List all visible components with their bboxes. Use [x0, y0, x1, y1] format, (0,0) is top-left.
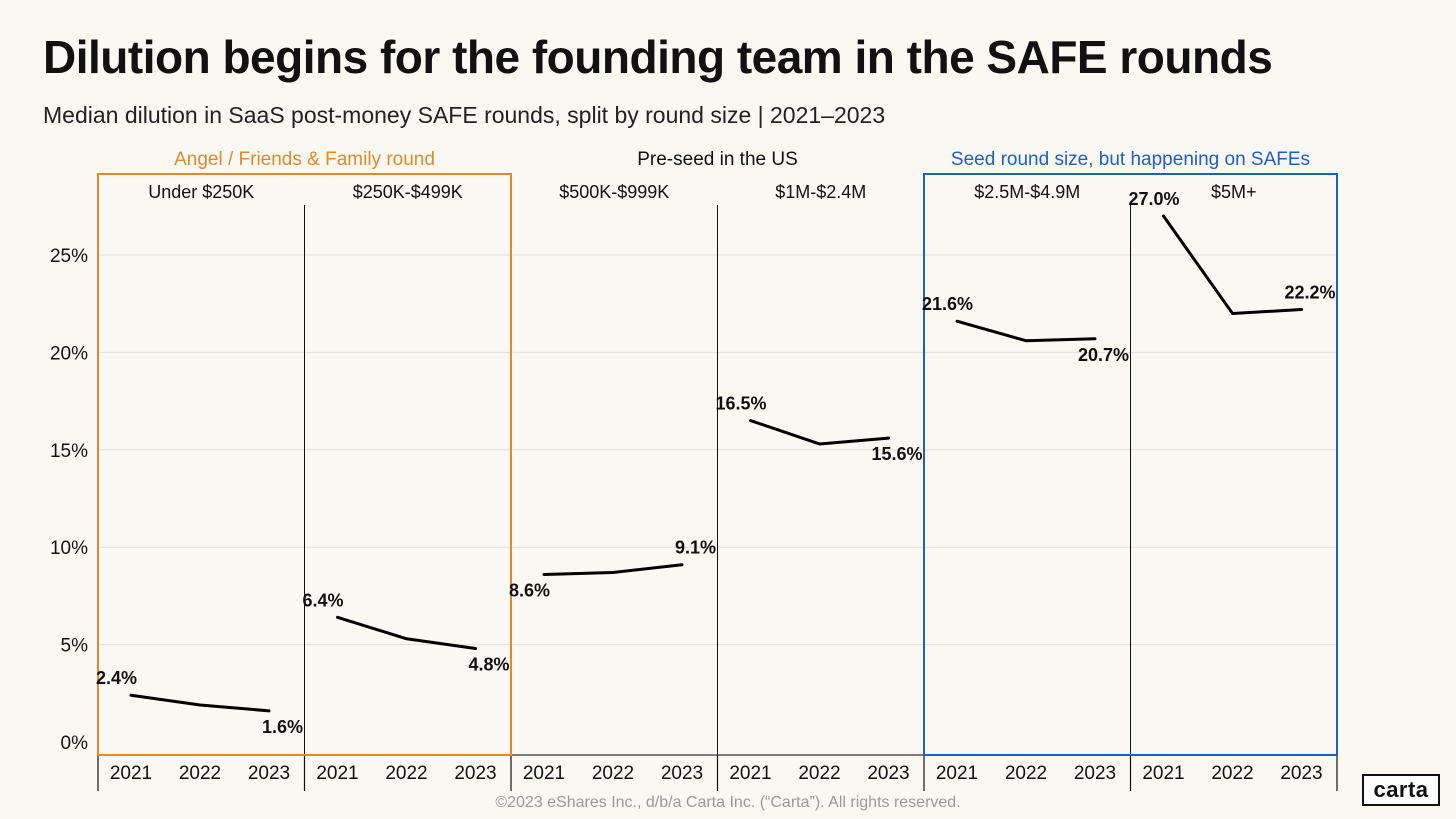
- panel-header: $2.5M-$4.9M: [974, 182, 1080, 202]
- x-tick-label: 2021: [110, 763, 152, 784]
- x-tick-label: 2023: [867, 763, 909, 784]
- data-label: 22.2%: [1284, 283, 1335, 303]
- data-label: 1.6%: [262, 717, 303, 737]
- series-line: [955, 319, 1097, 343]
- data-label: 20.7%: [1078, 345, 1129, 365]
- logo-text: carta: [1373, 777, 1429, 802]
- y-tick-label: 10%: [50, 538, 88, 559]
- x-tick-label: 2022: [592, 763, 634, 784]
- x-tick-label: 2021: [936, 763, 978, 784]
- series-line: [129, 693, 271, 713]
- panel-header: $5M+: [1211, 182, 1257, 202]
- data-label: 4.8%: [468, 654, 509, 674]
- x-tick-label: 2022: [1211, 763, 1253, 784]
- series-line: [749, 419, 890, 446]
- x-tick-label: 2022: [1005, 763, 1047, 784]
- data-label: 16.5%: [716, 394, 767, 414]
- x-tick-label: 2023: [1074, 763, 1116, 784]
- x-tick-label: 2022: [385, 763, 427, 784]
- data-label: 6.4%: [303, 590, 344, 610]
- data-label: 9.1%: [675, 538, 716, 558]
- panel-header: $500K-$999K: [559, 182, 669, 202]
- panel-header: $1M-$2.4M: [775, 182, 866, 202]
- data-label: 15.6%: [871, 444, 922, 464]
- data-label: 27.0%: [1129, 189, 1180, 209]
- data-label: 2.4%: [96, 668, 137, 688]
- x-tick-label: 2023: [661, 763, 703, 784]
- group-box: [97, 173, 512, 756]
- y-tick-label: 5%: [61, 636, 89, 657]
- series-line: [1162, 214, 1303, 315]
- group-label: Pre-seed in the US: [637, 149, 798, 170]
- group-label: Seed round size, but happening on SAFEs: [951, 149, 1310, 170]
- x-tick-label: 2022: [179, 763, 221, 784]
- series-line: [542, 563, 684, 576]
- chart-title: Dilution begins for the founding team in…: [43, 31, 1273, 83]
- data-label: 8.6%: [509, 580, 550, 600]
- x-tick-label: 2023: [1280, 763, 1322, 784]
- x-tick-label: 2021: [1142, 763, 1184, 784]
- panel-header: Under $250K: [148, 182, 254, 202]
- x-tick-label: 2022: [798, 763, 840, 784]
- y-tick-label: 15%: [50, 441, 88, 462]
- data-label: 21.6%: [922, 294, 973, 314]
- copyright-footer: ©2023 eShares Inc., d/b/a Carta Inc. (“C…: [495, 794, 961, 811]
- carta-logo: carta: [1362, 774, 1440, 806]
- y-tick-label: 25%: [50, 246, 88, 267]
- x-tick-label: 2023: [454, 763, 496, 784]
- series-line: [336, 615, 477, 650]
- x-tick-label: 2021: [523, 763, 565, 784]
- group-box: [923, 173, 1338, 756]
- group-label: Angel / Friends & Family round: [174, 149, 435, 170]
- chart-subtitle: Median dilution in SaaS post-money SAFE …: [43, 102, 886, 128]
- panel-header: $250K-$499K: [353, 182, 463, 202]
- x-tick-label: 2023: [248, 763, 290, 784]
- x-tick-label: 2021: [316, 763, 358, 784]
- x-tick-label: 2021: [729, 763, 771, 784]
- y-tick-label: 20%: [50, 343, 88, 364]
- y-tick-label: 0%: [61, 733, 89, 754]
